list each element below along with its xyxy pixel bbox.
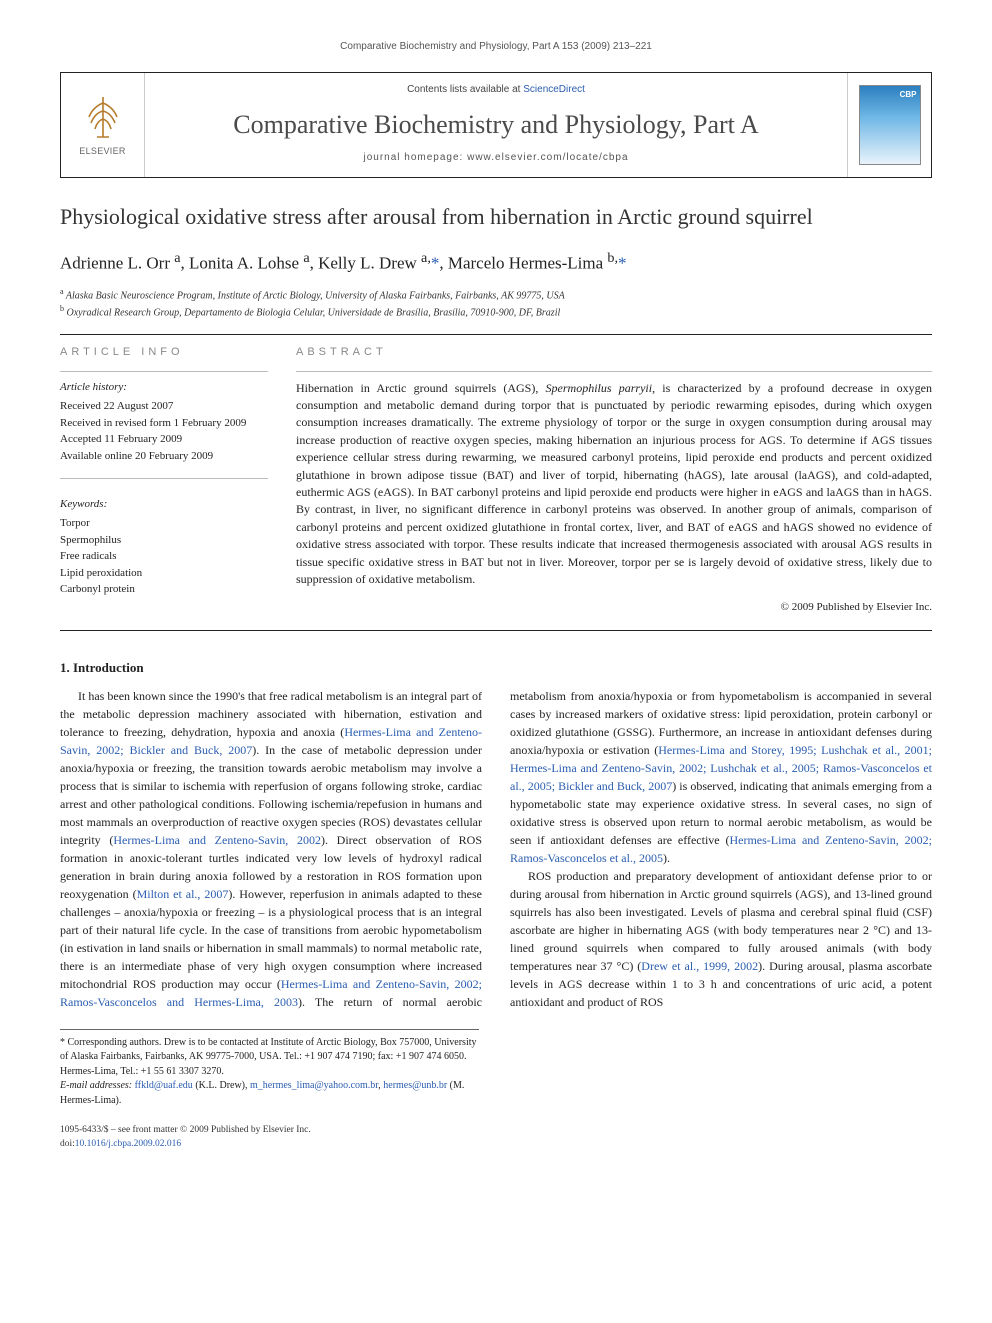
sciencedirect-link[interactable]: ScienceDirect xyxy=(523,84,585,95)
contents-prefix: Contents lists available at xyxy=(407,84,523,95)
doi-link[interactable]: 10.1016/j.cbpa.2009.02.016 xyxy=(75,1139,181,1149)
publisher-label: ELSEVIER xyxy=(79,145,125,158)
homepage-label: journal homepage: xyxy=(363,152,467,163)
affiliations: a Alaska Basic Neuroscience Program, Ins… xyxy=(60,286,932,321)
email-link[interactable]: hermes@unb.br xyxy=(383,1080,447,1091)
keyword: Free radicals xyxy=(60,548,268,565)
divider xyxy=(60,371,268,372)
bib-footer: 1095-6433/$ – see front matter © 2009 Pu… xyxy=(60,1124,932,1151)
abstract-block: ABSTRACT Hibernation in Arctic ground sq… xyxy=(296,345,932,615)
history-line: Received in revised form 1 February 2009 xyxy=(60,415,268,432)
email-label: E-mail addresses: xyxy=(60,1080,132,1091)
doi-line: doi:10.1016/j.cbpa.2009.02.016 xyxy=(60,1138,932,1151)
corr-text: * Corresponding authors. Drew is to be c… xyxy=(60,1036,479,1080)
keyword: Spermophilus xyxy=(60,532,268,549)
masthead: ELSEVIER Contents lists available at Sci… xyxy=(60,72,932,178)
doi-label: doi: xyxy=(60,1139,75,1149)
divider xyxy=(60,630,932,631)
citation-link[interactable]: Hermes-Lima and Zenteno-Savin, 2002 xyxy=(113,833,321,847)
intro-p2: ROS production and preparatory developme… xyxy=(510,867,932,1011)
history-line: Available online 20 February 2009 xyxy=(60,448,268,465)
publisher-block: ELSEVIER xyxy=(61,73,145,177)
homepage-url: www.elsevier.com/locate/cbpa xyxy=(467,152,628,163)
citation-link[interactable]: Drew et al., 1999, 2002 xyxy=(641,959,758,973)
text: ). However, reperfusion in animals adapt… xyxy=(60,887,482,991)
article-info-heading: ARTICLE INFO xyxy=(60,345,268,360)
abstract-copyright: © 2009 Published by Elsevier Inc. xyxy=(296,600,932,615)
journal-cover-icon xyxy=(859,85,921,165)
keyword: Torpor xyxy=(60,515,268,532)
keyword: Carbonyl protein xyxy=(60,581,268,598)
info-abstract-row: ARTICLE INFO Article history: Received 2… xyxy=(60,345,932,615)
abstract-body: Hibernation in Arctic ground squirrels (… xyxy=(296,380,932,589)
text: ROS production and preparatory developme… xyxy=(510,869,932,973)
text: ). In the case of metabolic depression u… xyxy=(60,743,482,847)
history-line: Accepted 11 February 2009 xyxy=(60,431,268,448)
contents-line: Contents lists available at ScienceDirec… xyxy=(153,83,839,97)
article-info: ARTICLE INFO Article history: Received 2… xyxy=(60,345,268,615)
intro-body: It has been known since the 1990's that … xyxy=(60,687,932,1011)
text: (K.L. Drew), xyxy=(193,1080,250,1091)
article-title: Physiological oxidative stress after aro… xyxy=(60,202,932,233)
affiliation: b Oxyradical Research Group, Departament… xyxy=(60,303,932,320)
divider xyxy=(60,334,932,335)
running-head: Comparative Biochemistry and Physiology,… xyxy=(60,40,932,54)
citation-link[interactable]: Milton et al., 2007 xyxy=(137,887,229,901)
abstract-heading: ABSTRACT xyxy=(296,345,932,360)
journal-homepage: journal homepage: www.elsevier.com/locat… xyxy=(153,151,839,165)
front-matter-line: 1095-6433/$ – see front matter © 2009 Pu… xyxy=(60,1124,932,1137)
cover-block xyxy=(847,73,931,177)
elsevier-logo-icon xyxy=(79,93,127,141)
affiliation: a Alaska Basic Neuroscience Program, Ins… xyxy=(60,286,932,303)
email-link[interactable]: m_hermes_lima@yahoo.com.br xyxy=(250,1080,378,1091)
section-1-title: 1. Introduction xyxy=(60,659,932,677)
history-line: Received 22 August 2007 xyxy=(60,398,268,415)
text: ). xyxy=(663,851,670,865)
keyword: Lipid peroxidation xyxy=(60,565,268,582)
authors-line: Adrienne L. Orr a, Lonita A. Lohse a, Ke… xyxy=(60,249,932,275)
email-link[interactable]: ffkld@uaf.edu xyxy=(135,1080,193,1091)
email-line: E-mail addresses: ffkld@uaf.edu (K.L. Dr… xyxy=(60,1079,479,1108)
corresponding-footnote: * Corresponding authors. Drew is to be c… xyxy=(60,1029,479,1109)
keywords-list: TorporSpermophilusFree radicalsLipid per… xyxy=(60,515,268,598)
history-label: Article history: xyxy=(60,380,268,395)
divider xyxy=(296,371,932,372)
keywords-label: Keywords: xyxy=(60,497,268,512)
masthead-center: Contents lists available at ScienceDirec… xyxy=(145,73,847,177)
divider xyxy=(60,478,268,479)
history-lines: Received 22 August 2007Received in revis… xyxy=(60,398,268,464)
journal-name: Comparative Biochemistry and Physiology,… xyxy=(153,107,839,143)
